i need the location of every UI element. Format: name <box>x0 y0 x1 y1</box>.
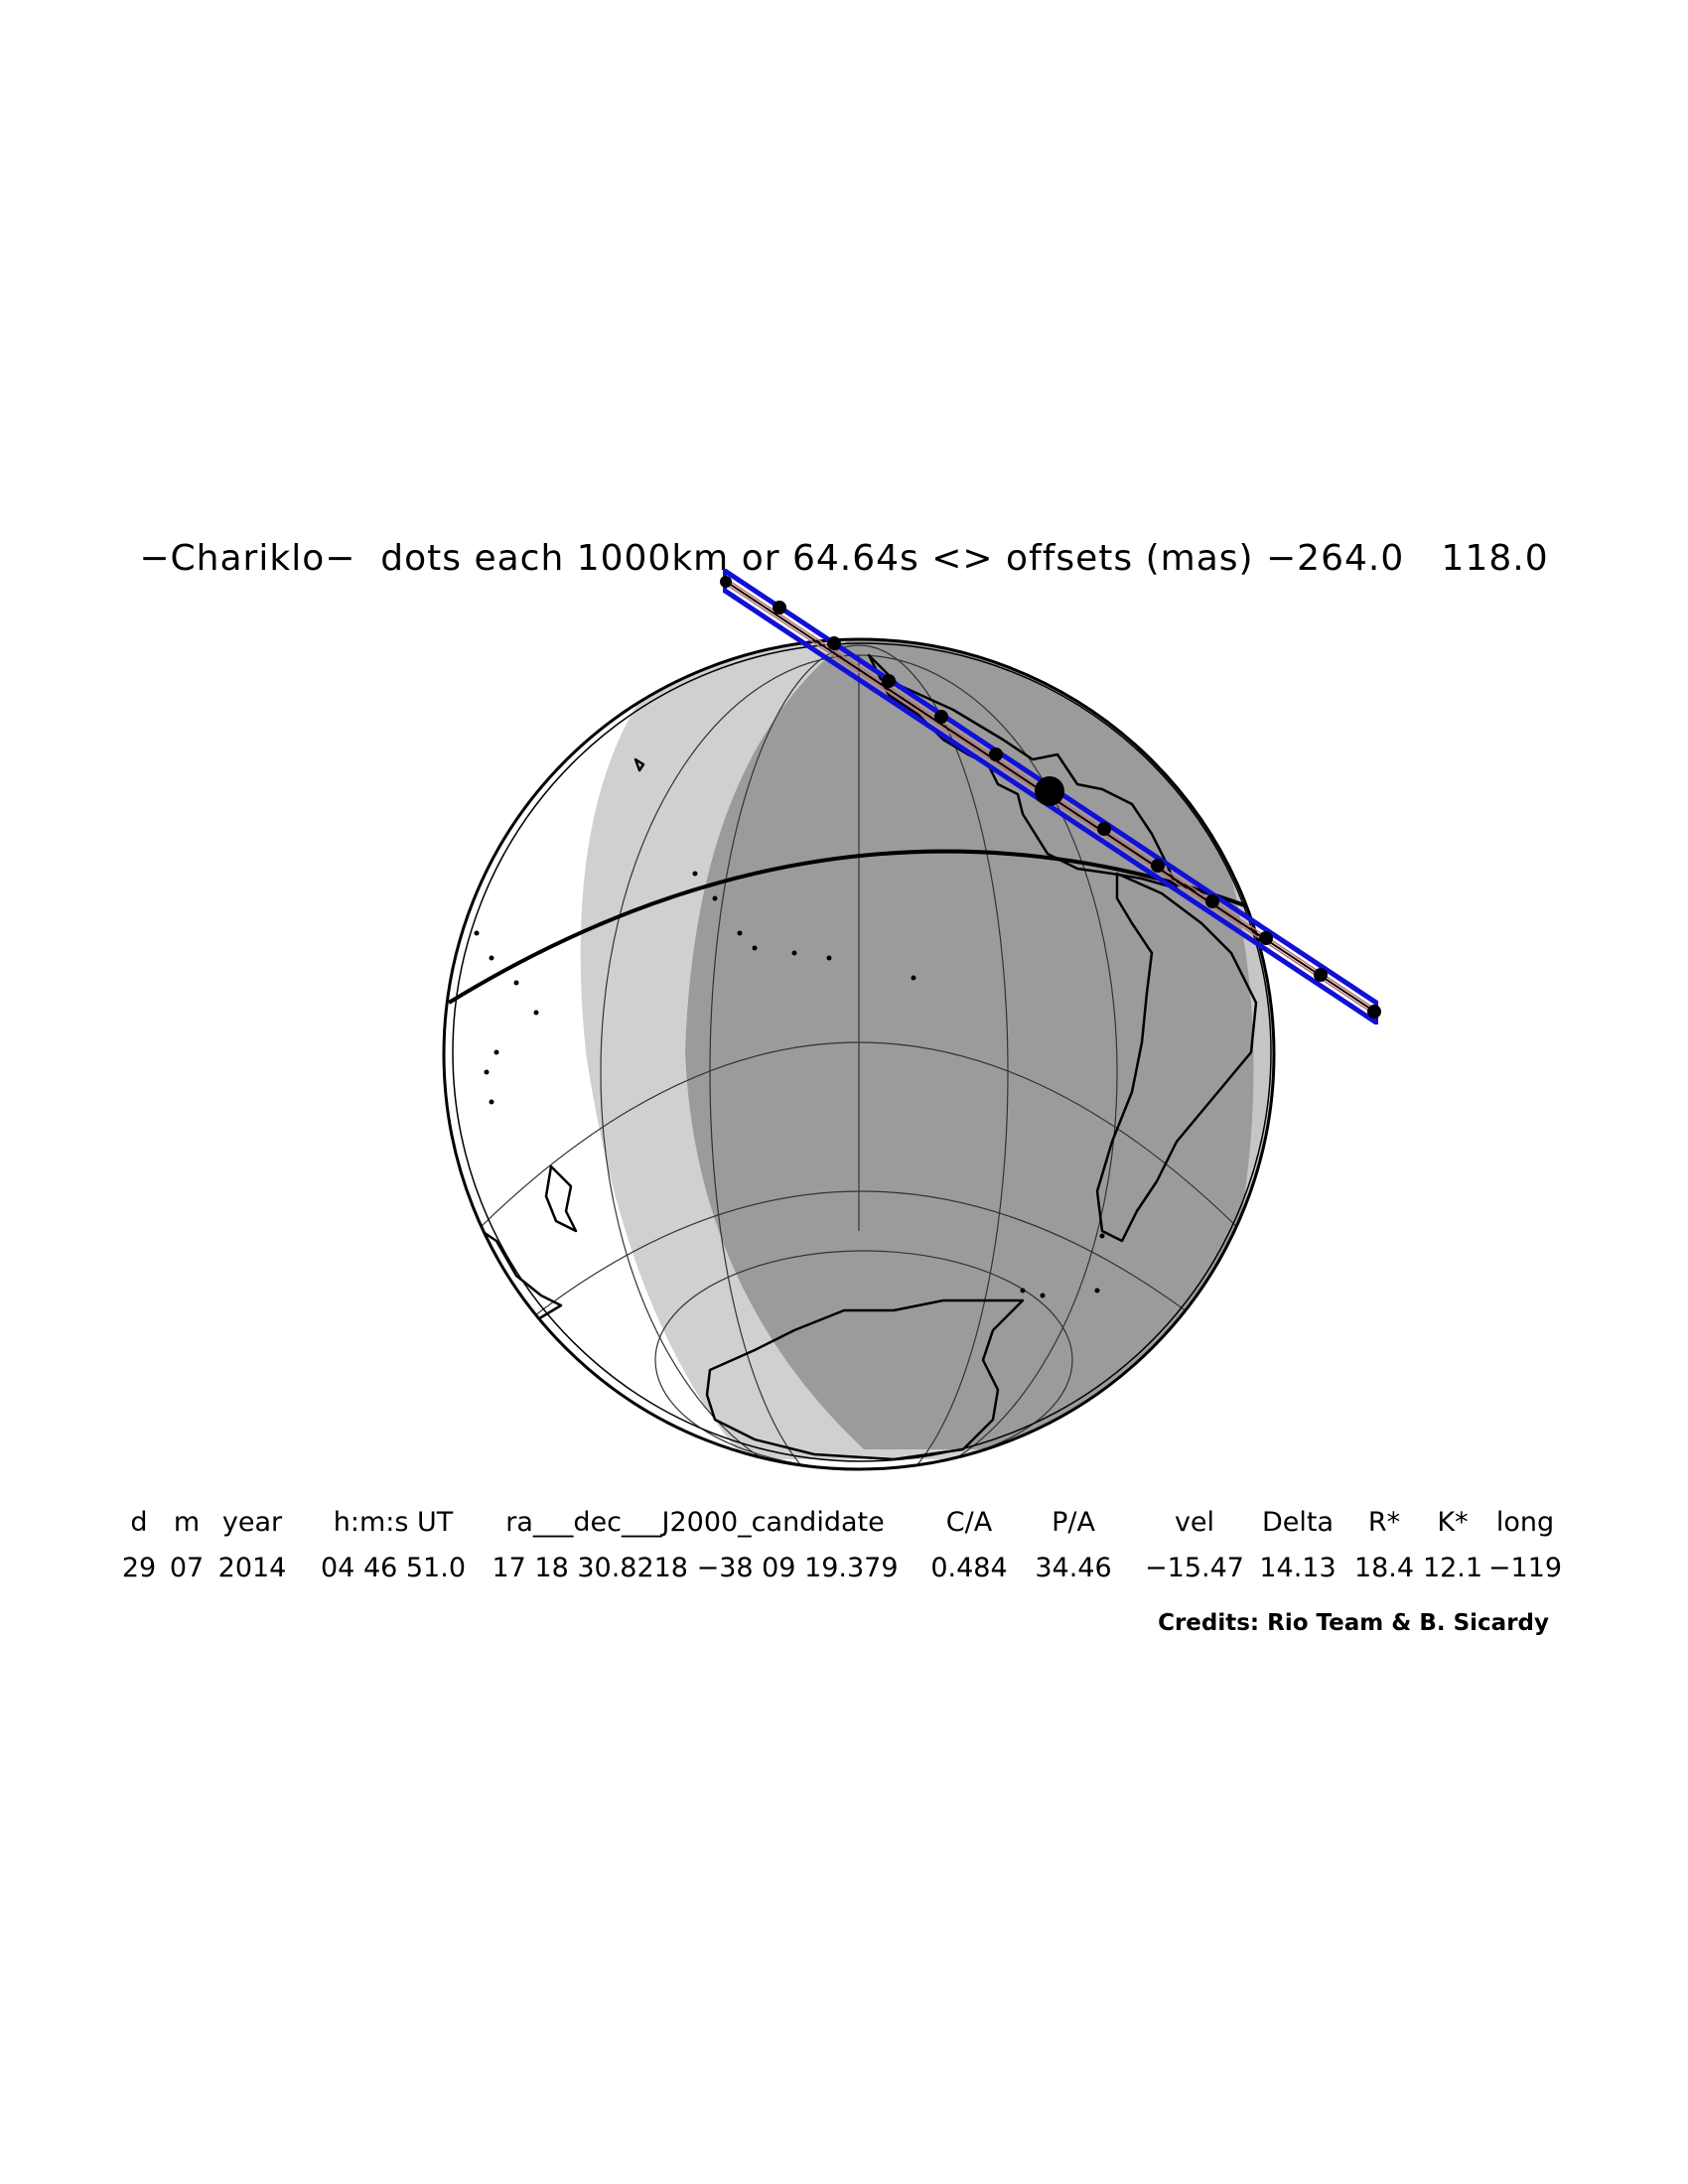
header-rstar: R* <box>1367 1507 1401 1538</box>
event-data-table: d m year h:m:s UT ra___dec___J2000_candi… <box>0 1507 1688 1606</box>
header-vel: vel <box>1174 1507 1215 1538</box>
time-dot <box>1314 968 1328 982</box>
header-time: h:m:s UT <box>333 1507 454 1538</box>
time-dot <box>773 601 786 614</box>
globe-outline <box>442 637 1276 1471</box>
night-region <box>685 639 1274 1449</box>
credits-text: Credits: Rio Team & B. Sicardy <box>1158 1610 1549 1636</box>
time-dot <box>934 710 948 724</box>
path-edge-south <box>723 588 1378 1025</box>
graticule <box>466 644 1252 1469</box>
globe-outline-inner <box>452 642 1272 1462</box>
value-radec: 17 18 30.8218 −38 09 19.379 <box>492 1553 899 1583</box>
central-dot <box>1035 776 1064 806</box>
hawaii-outline <box>633 757 645 772</box>
header-long: long <box>1495 1507 1555 1538</box>
header-m: m <box>173 1507 201 1538</box>
value-ca: 0.484 <box>930 1553 1008 1583</box>
header-delta: Delta <box>1261 1507 1335 1538</box>
value-m: 07 <box>169 1553 205 1583</box>
header-pa: P/A <box>1052 1507 1095 1538</box>
time-dot <box>989 748 1003 761</box>
value-kstar: 12.1 <box>1422 1553 1483 1583</box>
time-dot <box>1205 894 1219 908</box>
equator-line <box>447 849 1267 1005</box>
value-year: 2014 <box>217 1553 287 1583</box>
time-dot <box>1097 822 1111 836</box>
time-dots <box>720 576 1381 1019</box>
time-dot <box>1151 859 1165 873</box>
time-dot <box>720 576 732 588</box>
header-kstar: K* <box>1437 1507 1469 1538</box>
value-long: −119 <box>1487 1553 1563 1583</box>
new-zealand-outline <box>544 1164 578 1233</box>
header-radec: ra___dec___J2000_candidate <box>505 1507 885 1538</box>
time-dot <box>1259 931 1273 945</box>
map-title: −Chariklo− dots each 1000km or 64.64s <>… <box>139 538 1549 579</box>
header-d: d <box>130 1507 148 1538</box>
value-vel: −15.47 <box>1145 1553 1244 1583</box>
value-time: 04 46 51.0 <box>321 1553 466 1583</box>
time-dot <box>1367 1005 1381 1019</box>
illumination-layer <box>444 639 1274 1469</box>
time-dot <box>882 674 896 688</box>
value-rstar: 18.4 <box>1353 1553 1415 1583</box>
header-ca: C/A <box>945 1507 993 1538</box>
south-america-outline <box>1095 872 1258 1243</box>
pacific-islands <box>474 871 1105 1298</box>
value-pa: 34.46 <box>1035 1553 1112 1583</box>
header-year: year <box>221 1507 283 1538</box>
value-delta: 14.13 <box>1259 1553 1336 1583</box>
antarctica-outline <box>705 1298 1025 1461</box>
value-d: 29 <box>121 1553 157 1583</box>
time-dot <box>827 636 841 650</box>
